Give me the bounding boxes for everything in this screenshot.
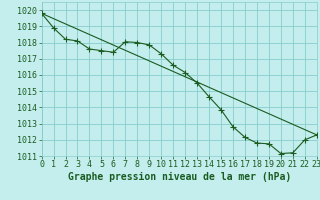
X-axis label: Graphe pression niveau de la mer (hPa): Graphe pression niveau de la mer (hPa) (68, 172, 291, 182)
